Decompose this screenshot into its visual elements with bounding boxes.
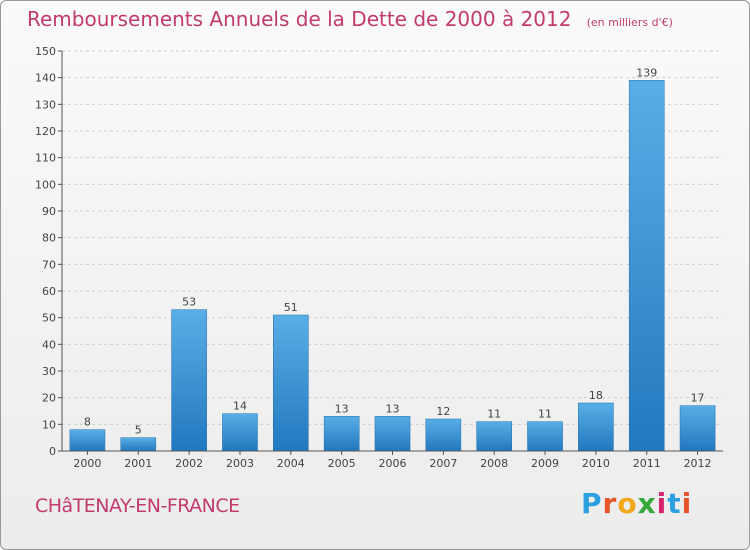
- bar-value-label: 18: [589, 389, 603, 402]
- y-tick-label: 0: [49, 445, 56, 458]
- x-tick-label: 2008: [480, 457, 508, 470]
- bar[interactable]: [476, 421, 512, 452]
- x-tick-label: 2009: [531, 457, 559, 470]
- bar[interactable]: [69, 429, 106, 452]
- bar[interactable]: [628, 80, 665, 452]
- logo-letter: r: [602, 487, 618, 520]
- logo-letter: P: [581, 487, 603, 520]
- x-tick-label: 2001: [124, 457, 152, 470]
- y-tick-label: 150: [35, 45, 56, 58]
- x-tick-label: 2007: [429, 457, 457, 470]
- bar[interactable]: [374, 416, 411, 452]
- y-tick-label: 70: [42, 258, 56, 271]
- bar-value-label: 12: [436, 405, 450, 418]
- bar[interactable]: [222, 413, 258, 452]
- bar-value-label: 13: [335, 402, 349, 415]
- y-tick-label: 90: [42, 205, 56, 218]
- y-tick-label: 10: [42, 418, 56, 431]
- chart-title: Remboursements Annuels de la Dette de 20…: [27, 7, 572, 31]
- bar-value-label: 53: [182, 296, 196, 309]
- y-tick-label: 50: [42, 312, 56, 325]
- x-tick-label: 2003: [226, 457, 254, 470]
- bar[interactable]: [527, 421, 563, 452]
- y-tick-label: 40: [42, 338, 56, 351]
- bar[interactable]: [171, 309, 207, 452]
- x-tick-label: 2006: [379, 457, 407, 470]
- bar-value-label: 13: [386, 402, 400, 415]
- x-tick-label: 2004: [277, 457, 305, 470]
- logo-letter: o: [617, 487, 638, 520]
- city-name: CHâTENAY-EN-FRANCE: [35, 495, 240, 517]
- y-tick-label: 120: [35, 125, 56, 138]
- y-tick-label: 110: [35, 152, 56, 165]
- proxiti-logo[interactable]: Proxiti: [581, 487, 692, 520]
- y-tick-label: 80: [42, 232, 56, 245]
- bar-value-label: 11: [487, 408, 501, 421]
- x-tick-label: 2005: [328, 457, 356, 470]
- bar-value-label: 8: [84, 416, 91, 429]
- x-tick-label: 2002: [175, 457, 203, 470]
- x-tick-label: 2011: [633, 457, 661, 470]
- y-tick-label: 140: [35, 72, 56, 85]
- bar-value-label: 17: [691, 392, 705, 405]
- bar-layer: [69, 80, 716, 452]
- bar[interactable]: [679, 405, 716, 452]
- bar[interactable]: [323, 416, 360, 452]
- bar[interactable]: [578, 402, 614, 452]
- x-tick-label: 2000: [73, 457, 101, 470]
- chart-title-row: Remboursements Annuels de la Dette de 20…: [27, 7, 673, 31]
- y-tick-label: 20: [42, 392, 56, 405]
- bar[interactable]: [120, 437, 157, 452]
- bar[interactable]: [425, 418, 462, 452]
- x-tick-label: 2010: [582, 457, 610, 470]
- bar-value-label: 5: [135, 424, 142, 437]
- bar-value-label: 139: [636, 66, 657, 79]
- logo-letter: x: [637, 487, 657, 520]
- bar[interactable]: [273, 314, 309, 452]
- bar-value-label: 14: [233, 400, 247, 413]
- x-tick-label: 2012: [684, 457, 712, 470]
- label-layer: 8 5 53 14 51 13 13 12 11 11 18 139 17: [84, 66, 705, 436]
- chart-subtitle: (en milliers d'€): [586, 16, 673, 29]
- grid-layer: [62, 50, 723, 425]
- logo-letter: i: [656, 487, 668, 520]
- bar-value-label: 51: [284, 301, 298, 314]
- y-tick-label: 100: [35, 178, 56, 191]
- logo-letter: i: [681, 487, 693, 520]
- logo-letter: t: [667, 487, 682, 520]
- y-tick-label: 130: [35, 98, 56, 111]
- y-tick-label: 60: [42, 285, 56, 298]
- y-tick-label: 30: [42, 365, 56, 378]
- bar-value-label: 11: [538, 408, 552, 421]
- axis-layer: 0 10 20 30 40 50 60 70 80 90 100 110 120 130 140 150 200…: [35, 45, 723, 470]
